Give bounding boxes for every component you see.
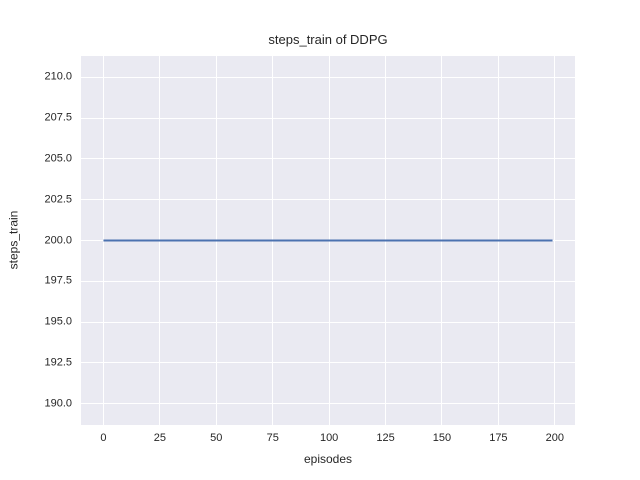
y-gridline [81, 199, 575, 201]
x-tick-label: 100 [319, 432, 339, 444]
y-tick-label: 197.5 [44, 274, 72, 287]
y-tick-label: 202.5 [44, 193, 72, 206]
x-tick-label: 175 [489, 432, 508, 444]
y-gridline [81, 362, 575, 364]
y-gridline [81, 280, 575, 282]
x-tick-label: 150 [432, 432, 452, 444]
y-gridline [81, 321, 575, 323]
y-gridline [81, 403, 575, 405]
x-tick-label: 25 [153, 432, 166, 444]
y-tick-label: 190.0 [44, 397, 72, 410]
y-gridline [81, 158, 575, 160]
plot-area [81, 56, 575, 425]
y-tick-label: 192.5 [44, 356, 72, 369]
y-tick-label: 200.0 [44, 234, 72, 246]
x-axis-label: episodes [303, 452, 353, 466]
y-tick-label: 210.0 [44, 70, 72, 83]
y-gridline [81, 76, 575, 78]
x-tick-label: 200 [545, 432, 564, 444]
x-tick-label: 75 [266, 432, 279, 444]
x-tick-label: 125 [376, 432, 395, 444]
x-tick-label: 50 [210, 432, 223, 444]
y-tick-label: 195.0 [44, 315, 72, 328]
y-tick-label: 205.0 [44, 152, 72, 165]
y-gridline [81, 117, 575, 119]
chart-title: steps_train of DDPG [268, 32, 388, 47]
series-layer [103, 239, 553, 242]
x-tick-label: 0 [100, 432, 107, 444]
y-tick-label: 207.5 [44, 111, 72, 124]
